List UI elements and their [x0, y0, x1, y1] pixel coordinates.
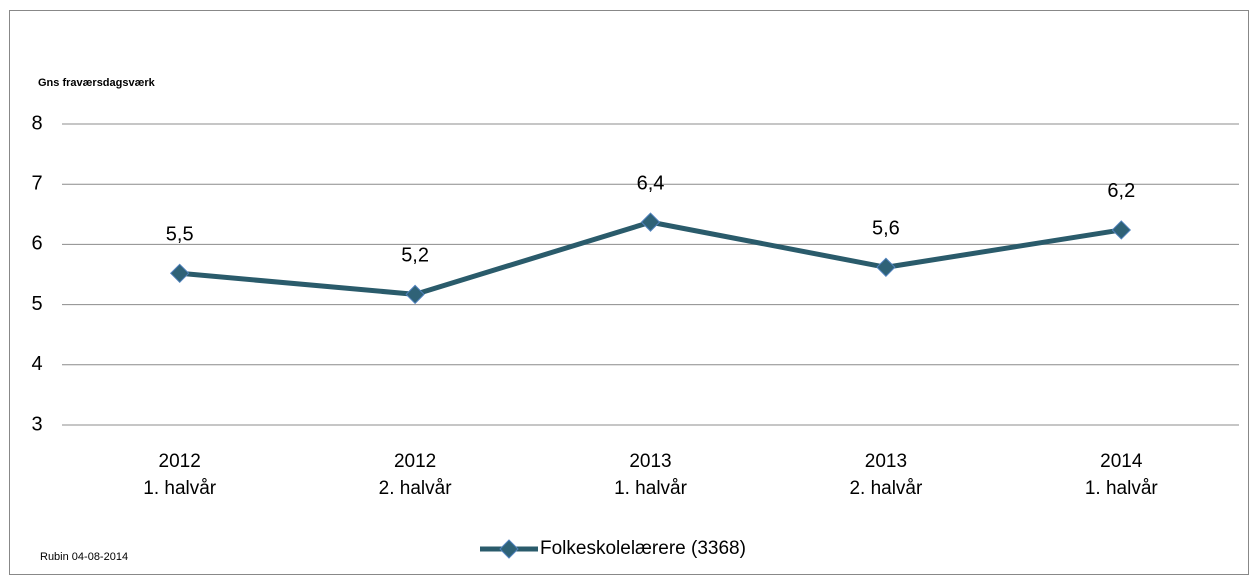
y-tick-label: 8 — [31, 112, 42, 134]
legend-marker — [499, 539, 519, 559]
data-label: 6,4 — [637, 172, 665, 194]
legend-label: Folkeskolelærere (3368) — [540, 538, 746, 559]
x-tick-label: 1. halvår — [143, 478, 217, 499]
x-tick-label: 1. halvår — [614, 478, 688, 499]
x-tick-label: 2. halvår — [379, 478, 453, 499]
marker — [1111, 220, 1132, 240]
marker — [405, 284, 425, 305]
data-label: 5,2 — [401, 245, 429, 267]
y-tick-label: 5 — [31, 293, 42, 315]
note: Rubin 04-08-2014 — [40, 551, 128, 563]
x-tick-label: 2013 — [629, 451, 671, 472]
marker — [169, 263, 190, 284]
marker — [640, 212, 661, 232]
y-tick-label: 6 — [31, 233, 42, 255]
x-tick-label: 2014 — [1100, 451, 1143, 472]
x-tick-label: 2012 — [159, 451, 201, 472]
y-axis-label: Gns fraværsdagsværk — [38, 77, 156, 89]
x-tick-label: 2013 — [865, 451, 907, 472]
data-label: 5,5 — [166, 224, 194, 246]
data-label: 5,6 — [872, 218, 900, 240]
x-tick-label: 2012 — [394, 451, 436, 472]
y-tick-label: 4 — [31, 353, 42, 375]
data-label: 6,2 — [1107, 180, 1135, 202]
x-tick-label: 2. halvår — [849, 478, 923, 499]
x-tick-label: 1. halvår — [1085, 478, 1159, 499]
chart-frame — [9, 10, 1249, 575]
y-tick-label: 3 — [31, 413, 42, 435]
y-tick-label: 7 — [31, 172, 42, 194]
marker — [876, 257, 896, 277]
